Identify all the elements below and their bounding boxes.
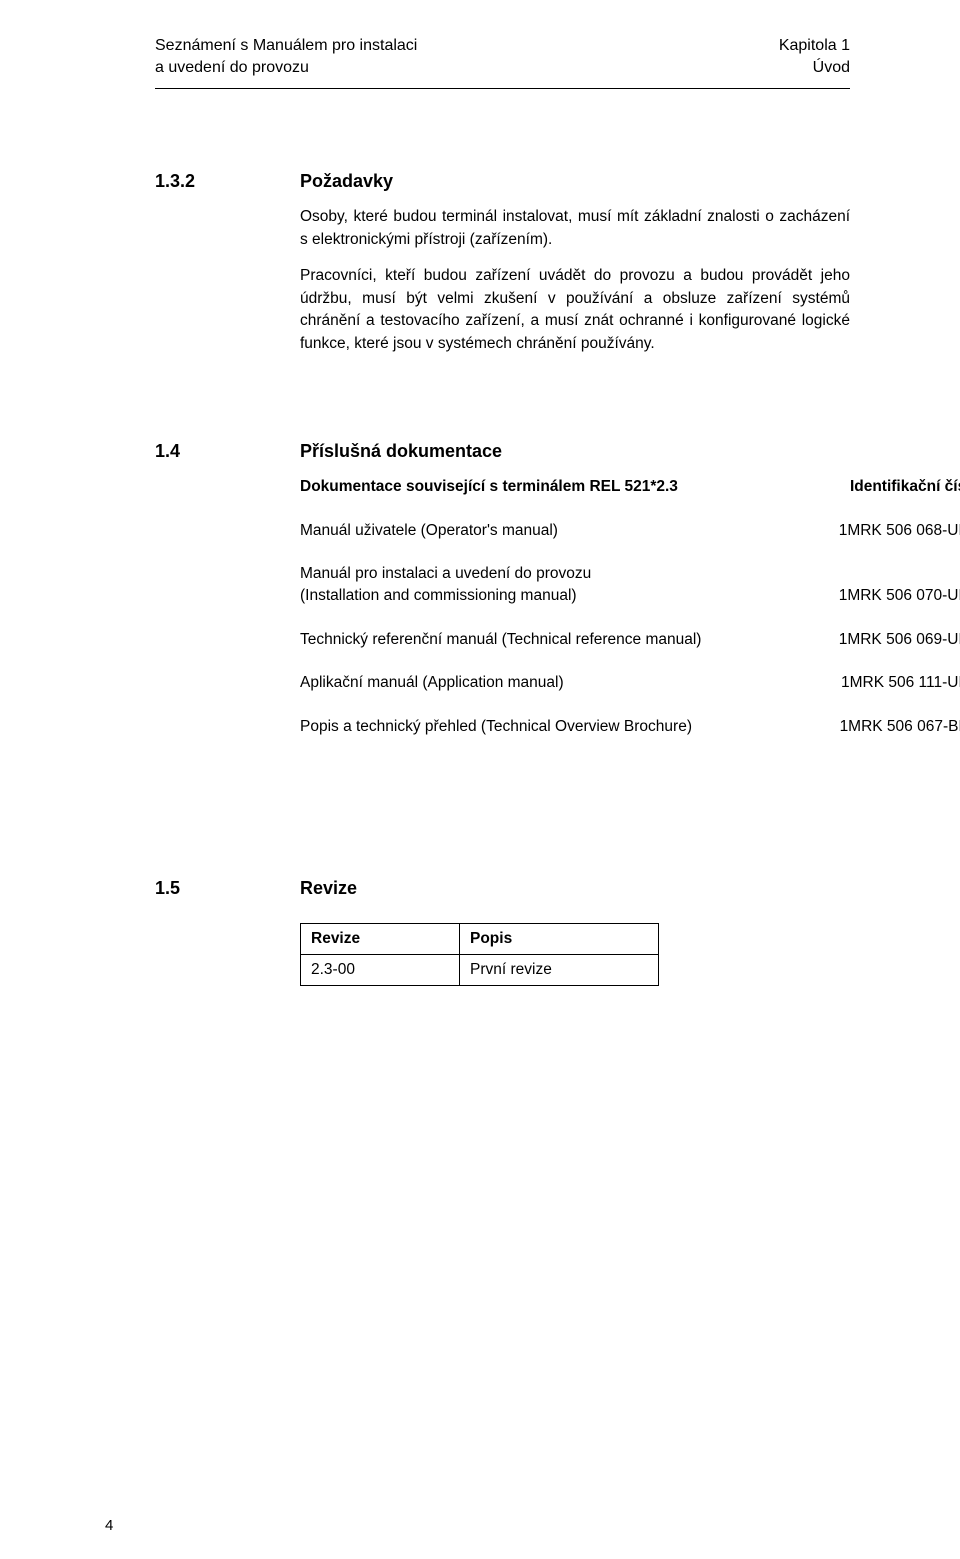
doc-row-left: Popis a technický přehled (Technical Ove… bbox=[300, 716, 692, 738]
section-15-num: 1.5 bbox=[155, 878, 300, 899]
doc-row: Popis a technický přehled (Technical Ove… bbox=[300, 716, 960, 738]
doc-row: Technický referenční manuál (Technical r… bbox=[300, 629, 960, 651]
header-right-line2: Úvod bbox=[779, 57, 850, 79]
doc-row-left: Technický referenční manuál (Technical r… bbox=[300, 629, 701, 651]
section-15-heading: 1.5 Revize bbox=[155, 878, 850, 899]
section-14-num: 1.4 bbox=[155, 441, 300, 462]
doc-row-right: 1MRK 506 067-BEN bbox=[840, 716, 960, 738]
doc-row-right: 1MRK 506 111-UEN bbox=[841, 672, 960, 694]
doc-row-right: 1MRK 506 068-UEN bbox=[839, 520, 960, 542]
doc-row-right: 1MRK 506 069-UEN bbox=[839, 629, 960, 651]
section-15-title: Revize bbox=[300, 878, 357, 899]
documentation-table: Dokumentace související s terminálem REL… bbox=[300, 476, 960, 738]
section-14-heading: 1.4 Příslušná dokumentace bbox=[155, 441, 850, 462]
section-132-num: 1.3.2 bbox=[155, 171, 300, 192]
page-number: 4 bbox=[105, 1517, 113, 1534]
revision-table-header-row: Revize Popis bbox=[301, 923, 659, 954]
header-left: Seznámení s Manuálem pro instalaci a uve… bbox=[155, 35, 417, 78]
revision-table-row: 2.3-00 První revize bbox=[301, 954, 659, 985]
header-left-line1: Seznámení s Manuálem pro instalaci bbox=[155, 35, 417, 57]
doc-row-right: 1MRK 506 070-UEN bbox=[839, 585, 960, 607]
doc-table-header: Dokumentace související s terminálem REL… bbox=[300, 476, 960, 498]
doc-row-left: Manuál uživatele (Operator's manual) bbox=[300, 520, 558, 542]
doc-header-right: Identifikační číslo bbox=[850, 476, 960, 498]
document-page: Seznámení s Manuálem pro instalaci a uve… bbox=[0, 0, 960, 1559]
revision-col1-value: 2.3-00 bbox=[301, 954, 460, 985]
header-right: Kapitola 1 Úvod bbox=[779, 35, 850, 78]
page-header: Seznámení s Manuálem pro instalaci a uve… bbox=[155, 35, 850, 78]
doc-row: Manuál pro instalaci a uvedení do provoz… bbox=[300, 563, 960, 606]
header-right-line1: Kapitola 1 bbox=[779, 35, 850, 57]
header-rule bbox=[155, 88, 850, 89]
revision-col2-header: Popis bbox=[460, 923, 659, 954]
doc-row-left: Aplikační manuál (Application manual) bbox=[300, 672, 564, 694]
doc-row-left: Manuál pro instalaci a uvedení do provoz… bbox=[300, 563, 591, 606]
section-132-body: Osoby, které budou terminál instalovat, … bbox=[300, 206, 850, 355]
section-14-title: Příslušná dokumentace bbox=[300, 441, 502, 462]
doc-row: Manuál uživatele (Operator's manual) 1MR… bbox=[300, 520, 960, 542]
section-132-para2: Pracovníci, kteří budou zařízení uvádět … bbox=[300, 265, 850, 355]
revision-table: Revize Popis 2.3-00 První revize bbox=[300, 923, 659, 986]
doc-row: Aplikační manuál (Application manual) 1M… bbox=[300, 672, 960, 694]
section-132-title: Požadavky bbox=[300, 171, 393, 192]
header-left-line2: a uvedení do provozu bbox=[155, 57, 417, 79]
section-132-para1: Osoby, které budou terminál instalovat, … bbox=[300, 206, 850, 251]
revision-col2-value: První revize bbox=[460, 954, 659, 985]
doc-header-left: Dokumentace související s terminálem REL… bbox=[300, 476, 678, 498]
revision-col1-header: Revize bbox=[301, 923, 460, 954]
section-132-heading: 1.3.2 Požadavky bbox=[155, 171, 850, 192]
